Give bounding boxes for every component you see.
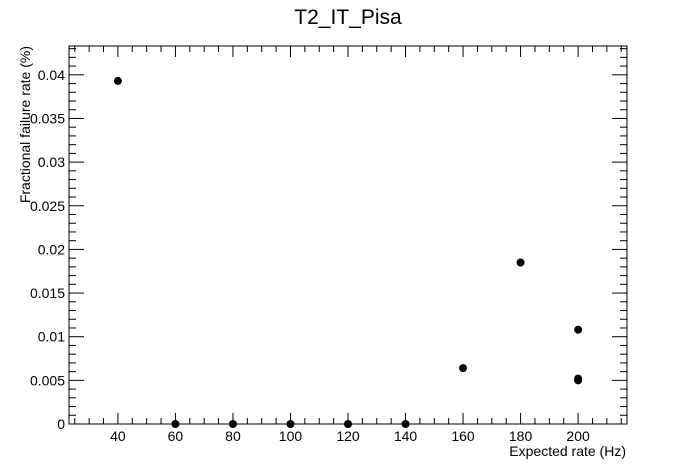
data-point [228, 420, 237, 428]
data-point [574, 376, 583, 385]
y-axis-minor-ticks [69, 48, 627, 416]
x-tick-label: 60 [168, 428, 184, 444]
y-axis-label: Fractional failure rate (%) [17, 46, 33, 203]
data-points [113, 76, 583, 428]
data-point [401, 420, 410, 428]
x-axis-minor-ticks [74, 46, 622, 424]
y-axis: 0 0.005 0.01 0.015 0.02 0.025 0.03 0.035 0.04 [30, 67, 627, 432]
plot-frame [68, 45, 628, 425]
data-point [344, 420, 352, 428]
x-axis-label: Expected rate (Hz) [509, 443, 626, 459]
data-point [171, 420, 180, 428]
data-point [286, 420, 295, 428]
x-tick-label: 100 [279, 428, 303, 444]
x-tick-label: 180 [509, 428, 533, 444]
y-tick-label: 0.035 [30, 110, 65, 126]
y-tick-label: 0.02 [38, 241, 65, 257]
data-point [574, 325, 583, 334]
y-tick-label: 0.015 [30, 285, 65, 301]
y-tick-label: 0.03 [38, 154, 65, 170]
x-tick-label: 80 [225, 428, 241, 444]
y-tick-label: 0.01 [38, 329, 65, 345]
y-tick-label: 0.04 [38, 67, 65, 83]
x-tick-label: 200 [566, 428, 590, 444]
chart-title: T2_IT_Pisa [294, 6, 402, 29]
y-tick-label: 0.005 [30, 372, 65, 388]
x-tick-label: 140 [394, 428, 418, 444]
y-tick-label: 0.025 [30, 198, 65, 214]
x-tick-label: 160 [451, 428, 475, 444]
x-tick-label: 40 [110, 428, 126, 444]
y-tick-label: 0 [57, 416, 65, 432]
data-point [459, 364, 468, 373]
x-tick-label: 120 [336, 428, 360, 444]
data-point [516, 258, 525, 267]
data-point [113, 76, 122, 85]
x-axis: 40 60 80 100 120 140 160 180 200 [110, 46, 590, 444]
